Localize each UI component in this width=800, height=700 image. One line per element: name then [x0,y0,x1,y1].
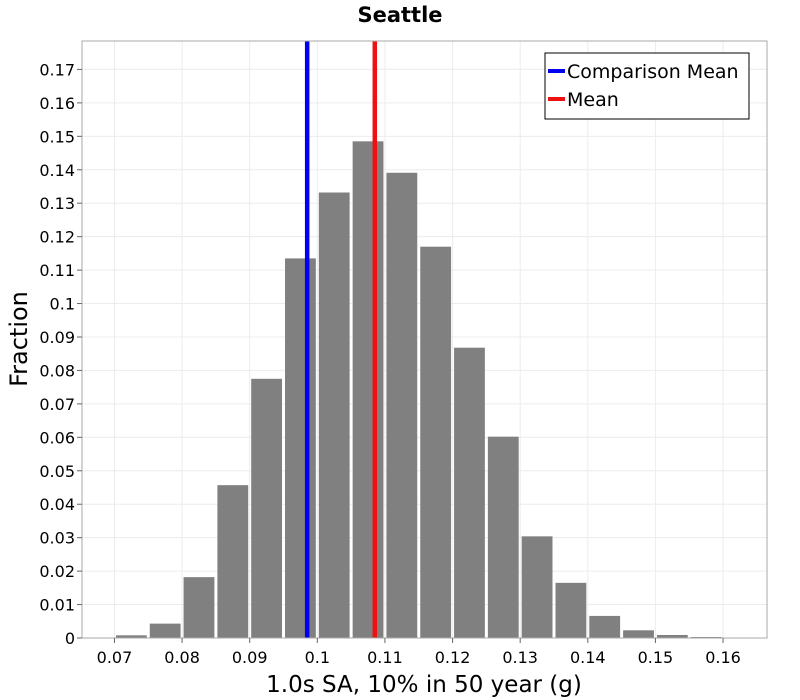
histogram-bar [454,347,485,638]
y-tick-label: 0.01 [39,596,75,615]
x-tick-label: 0.11 [367,648,403,667]
y-tick-label: 0.03 [39,529,75,548]
grid [82,41,767,639]
y-tick-label: 0.02 [39,562,75,581]
histogram-bar [183,577,215,638]
legend: Comparison Mean Mean [544,52,750,120]
legend-box [544,52,750,120]
y-tick-label: 0.08 [39,361,75,380]
legend-label: Comparison Mean [567,61,739,83]
histogram-bar [555,582,587,638]
x-tick-label: 0.07 [97,648,133,667]
histogram-bar [251,378,283,638]
y-tick-label: 0.07 [39,395,75,414]
y-tick-label: 0 [65,629,75,648]
y-tick-label: 0.06 [39,428,75,447]
x-axis-ticks: 0.07 0.08 0.09 0.1 0.11 0.12 0.13 0.14 0.15 0.16 [97,638,741,667]
chart-title: Seattle [357,3,442,27]
y-axis-label: Fraction [5,291,33,387]
y-tick-label: 0.15 [39,127,75,146]
histogram-bar [656,634,688,638]
y-tick-label: 0.09 [39,328,75,347]
x-tick-label: 0.09 [232,648,268,667]
x-tick-label: 0.1 [305,648,330,667]
histogram-bar [420,246,452,638]
x-tick-label: 0.12 [435,648,471,667]
x-tick-label: 0.08 [164,648,200,667]
y-tick-label: 0.1 [50,295,75,314]
y-axis-ticks: 0 0.01 0.02 0.03 0.04 0.05 0.06 0.07 0.08 0.09 0.1… [39,60,82,648]
x-tick-label: 0.13 [502,648,538,667]
x-tick-label: 0.14 [570,648,606,667]
histogram-bar [217,485,249,638]
histogram-bar [285,258,316,638]
plot-area-frame [81,40,768,639]
y-tick-label: 0.14 [39,161,75,180]
histogram-bar [149,623,181,638]
histogram-bar [318,192,350,638]
y-tick-label: 0.12 [39,228,75,247]
x-tick-label: 0.15 [638,648,674,667]
mean-lines [304,41,378,638]
legend-label: Mean [567,89,619,111]
x-axis-label: 1.0s SA, 10% in 50 year (g) [266,672,582,698]
histogram-bar [623,630,654,638]
histogram-bar [487,436,519,638]
y-tick-label: 0.11 [39,261,75,280]
y-tick-label: 0.04 [39,495,75,514]
y-tick-label: 0.13 [39,194,75,213]
histogram-bar [352,141,384,639]
bars [115,141,756,639]
y-tick-label: 0.17 [39,60,75,79]
x-tick-label: 0.16 [705,648,741,667]
histogram-bar [690,636,722,638]
histogram-bar [521,536,553,638]
histogram-bar [589,615,621,638]
y-tick-label: 0.05 [39,462,75,481]
histogram-bar [115,635,147,638]
y-tick-label: 0.16 [39,94,75,113]
histogram-bar [386,172,418,639]
